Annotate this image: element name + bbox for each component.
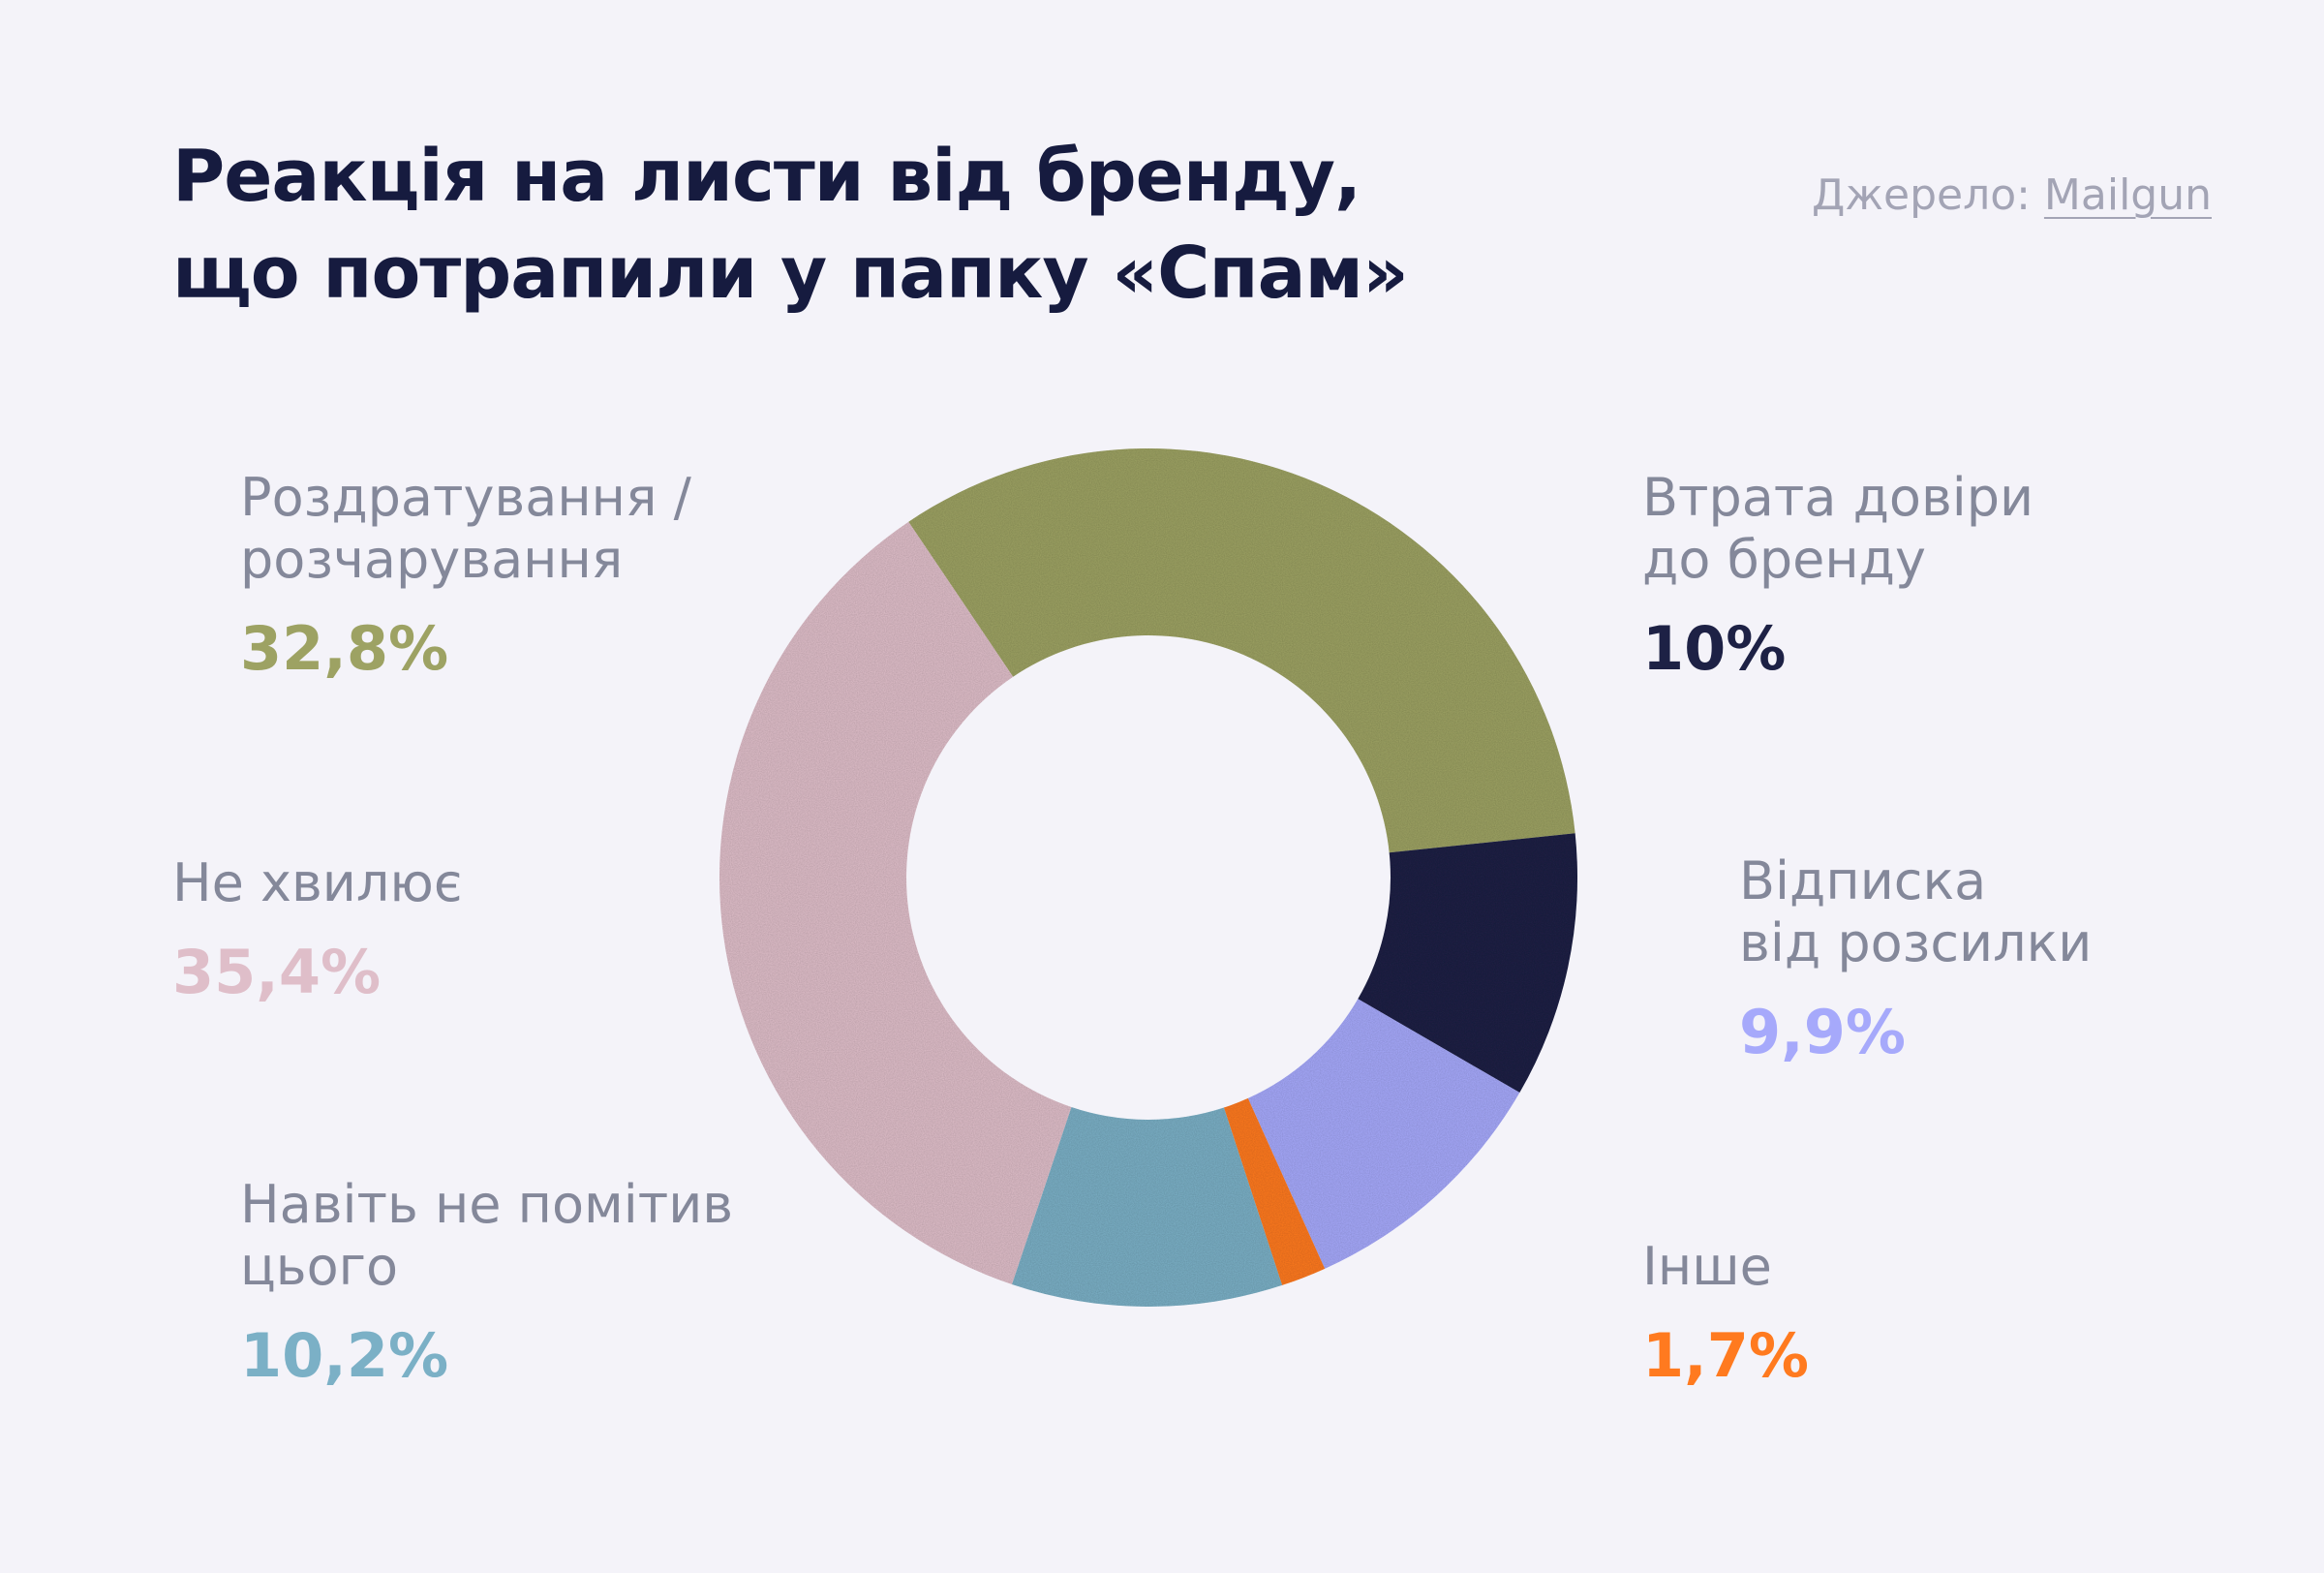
slice-category: Не хвилює (172, 852, 462, 914)
slice-value: 1,7% (1642, 1320, 1809, 1391)
donut-slice (1358, 833, 1578, 1094)
slice-category-line: Втрата довіри (1642, 467, 2034, 528)
slice-category-line: від розсилки (1739, 912, 2093, 973)
slice-category: Відписка від розсилки (1739, 850, 2092, 974)
slice-category-line: Не хвилює (172, 852, 463, 913)
slice-category-line: до бренду (1642, 529, 1926, 590)
slice-label-irritation: Роздратування / розчарування 32,8% (240, 467, 691, 684)
chart-title-line-1: Реакція на листи від бренду, (172, 135, 1361, 218)
slice-label-unsubscribe: Відписка від розсилки 9,9% (1739, 850, 2092, 1067)
slice-label-not-noticed: Навіть не помітив цього 10,2% (240, 1174, 733, 1391)
donut-slice (1011, 1106, 1283, 1307)
source-note: Джерело: Mailgun (1812, 170, 2212, 220)
donut-slice (908, 447, 1575, 853)
slice-category-line: цього (240, 1236, 399, 1297)
chart-title: Реакція на листи від бренду, що потрапил… (172, 128, 1409, 322)
slice-value: 9,9% (1739, 997, 1906, 1067)
donut-slice (719, 521, 1072, 1284)
donut-slice (1223, 1097, 1326, 1285)
slice-category: Втрата довіри до бренду (1642, 467, 2034, 591)
slice-value: 32,8% (240, 613, 449, 684)
slice-category-line: Роздратування / (240, 467, 691, 528)
source-link[interactable]: Mailgun (2043, 170, 2212, 220)
slice-value: 35,4% (172, 937, 382, 1007)
source-prefix: Джерело: (1811, 170, 2044, 220)
slice-category: Роздратування / розчарування (240, 467, 691, 591)
slice-value: 10,2% (240, 1320, 449, 1391)
slice-label-lost-trust: Втрата довіри до бренду 10% (1642, 467, 2034, 684)
slice-value: 10% (1642, 613, 1787, 684)
slice-category-line: Інше (1642, 1236, 1772, 1297)
slice-category-line: Відписка (1739, 850, 1987, 911)
slice-category-line: розчарування (240, 529, 624, 590)
slice-category-line: Навіть не помітив (240, 1174, 734, 1235)
slice-label-other: Інше 1,7% (1642, 1236, 1809, 1391)
slice-label-dont-care: Не хвилює 35,4% (172, 852, 462, 1007)
slice-category: Навіть не помітив цього (240, 1174, 733, 1298)
donut-slices (719, 447, 1578, 1307)
slice-category: Інше (1642, 1236, 1809, 1298)
chart-title-line-2: що потрапили у папку «Спам» (172, 231, 1409, 315)
donut-slice (1247, 999, 1520, 1269)
